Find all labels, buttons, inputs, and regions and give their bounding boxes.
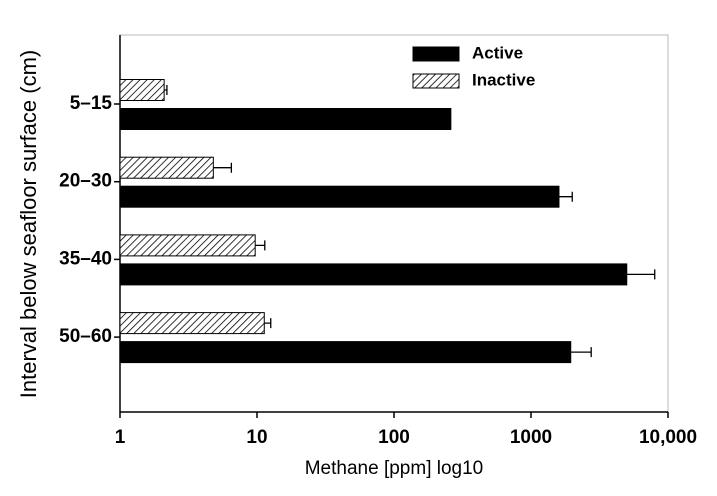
bar xyxy=(119,263,628,286)
error-bar xyxy=(264,318,272,329)
legend-label: Inactive xyxy=(472,70,535,89)
error-bar xyxy=(626,269,656,280)
x-tick-label: 1000 xyxy=(510,427,552,448)
y-tick-label: 20–30 xyxy=(59,171,112,192)
x-tick-label: 100 xyxy=(378,427,410,448)
legend-swatch xyxy=(412,46,460,62)
x-tick-label: 10 xyxy=(246,427,267,448)
x-tick-label: 1 xyxy=(115,427,126,448)
bar xyxy=(119,108,452,130)
y-tick-label: 35–40 xyxy=(59,248,112,269)
y-tick-label: 5–15 xyxy=(70,93,113,114)
bar xyxy=(119,234,256,257)
bar xyxy=(119,185,560,208)
error-bar xyxy=(255,240,266,251)
x-axis-label: Methane [ppm] log10 xyxy=(305,458,484,479)
bar xyxy=(119,341,572,364)
legend-label: Active xyxy=(472,43,523,62)
error-bar xyxy=(164,85,168,95)
bar xyxy=(119,156,214,179)
y-axis-label: Interval below seafloor surface (cm) xyxy=(16,50,41,398)
legend-swatch xyxy=(412,73,460,89)
bar xyxy=(119,79,165,101)
y-tick-label: 50–60 xyxy=(59,326,112,347)
x-tick-label: 10,000 xyxy=(639,427,697,448)
error-bar xyxy=(213,162,233,173)
bar xyxy=(119,312,265,335)
error-bar xyxy=(570,347,592,358)
legend: Active Inactive xyxy=(412,43,535,89)
error-bar xyxy=(558,191,573,202)
